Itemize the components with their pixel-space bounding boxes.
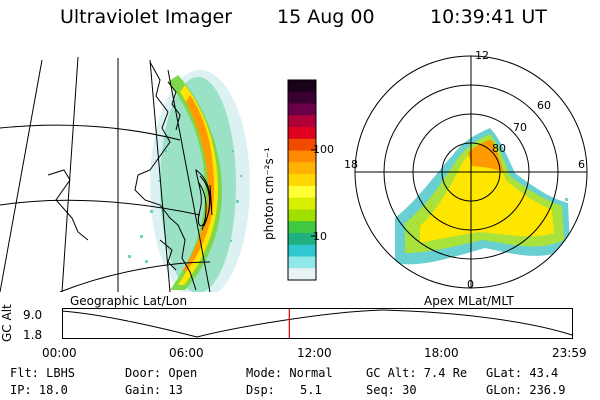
altitude-xtick-0: 00:00 (42, 346, 77, 360)
colorbar-segment (288, 150, 316, 163)
lat-label-70: 70 (513, 121, 527, 134)
dsp-label: Dsp: (246, 383, 275, 397)
polar-plot (354, 55, 588, 289)
colorbar-segment (288, 232, 316, 246)
colorbar-segment (288, 268, 316, 281)
colorbar-segment (288, 244, 316, 257)
colorbar-segment (288, 209, 316, 222)
colorbar-tick-10: 10 (313, 230, 327, 243)
seq-info: Seq: 30 (366, 383, 417, 397)
colorbar-segment (288, 162, 316, 175)
ip-info: IP: 18.0 (10, 383, 68, 397)
altitude-axis-label: GC Alt (0, 304, 14, 342)
colorbar-unit-label: photon cm⁻²s⁻¹ (262, 147, 276, 240)
altitude-ytick-min: 1.8 (23, 328, 43, 342)
colorbar (287, 79, 317, 281)
colorbar-tick-100: 100 (313, 143, 334, 156)
geographic-panel-label: Geographic Lat/Lon (70, 294, 188, 308)
colorbar-frame (287, 79, 317, 281)
colorbar-segment (288, 80, 316, 93)
mlt-label-0: 0 (467, 278, 474, 291)
glon-info: GLon: 236.9 (486, 383, 566, 397)
gc-alt-info: GC Alt: 7.4 Re (366, 366, 468, 380)
altitude-xtick-4: 23:59 (552, 346, 587, 360)
colorbar-segment (288, 185, 316, 199)
colorbar-segment (288, 103, 316, 116)
colorbar-segment (288, 174, 316, 187)
instrument-title: Ultraviolet Imager (60, 6, 233, 28)
observation-date: 15 Aug 00 (277, 6, 375, 28)
colorbar-segment (288, 221, 316, 234)
lat-label-60: 60 (537, 99, 551, 112)
glat-info: GLat: 43.4 (486, 366, 559, 380)
altitude-plot (61, 308, 573, 339)
colorbar-segment (288, 197, 316, 210)
colorbar-segment (288, 138, 316, 152)
colorbar-segment (288, 256, 316, 269)
colorbar-segment (288, 91, 316, 105)
altitude-xtick-1: 06:00 (169, 346, 204, 360)
mlt-label-18: 18 (344, 158, 358, 171)
mlt-label-12: 12 (475, 49, 489, 62)
lat-label-80: 80 (492, 142, 506, 155)
altitude-ytick-max: 9.0 (23, 308, 43, 322)
polar-panel-label: Apex MLat/MLT (424, 294, 514, 308)
colorbar-segment (288, 115, 316, 128)
gain-info: Gain: 13 (125, 383, 183, 397)
door-info: Door: Open (125, 366, 198, 380)
mode-info: Mode: Normal (246, 366, 333, 380)
altitude-xtick-2: 12:00 (297, 346, 332, 360)
dsp-value: 5.1 (300, 383, 322, 397)
geographic-map (0, 56, 250, 292)
mlt-label-6: 6 (578, 158, 585, 171)
colorbar-segment (288, 127, 316, 140)
altitude-xtick-3: 18:00 (424, 346, 459, 360)
observation-time: 10:39:41 UT (430, 6, 547, 28)
filter-info: Flt: LBHS (10, 366, 76, 380)
